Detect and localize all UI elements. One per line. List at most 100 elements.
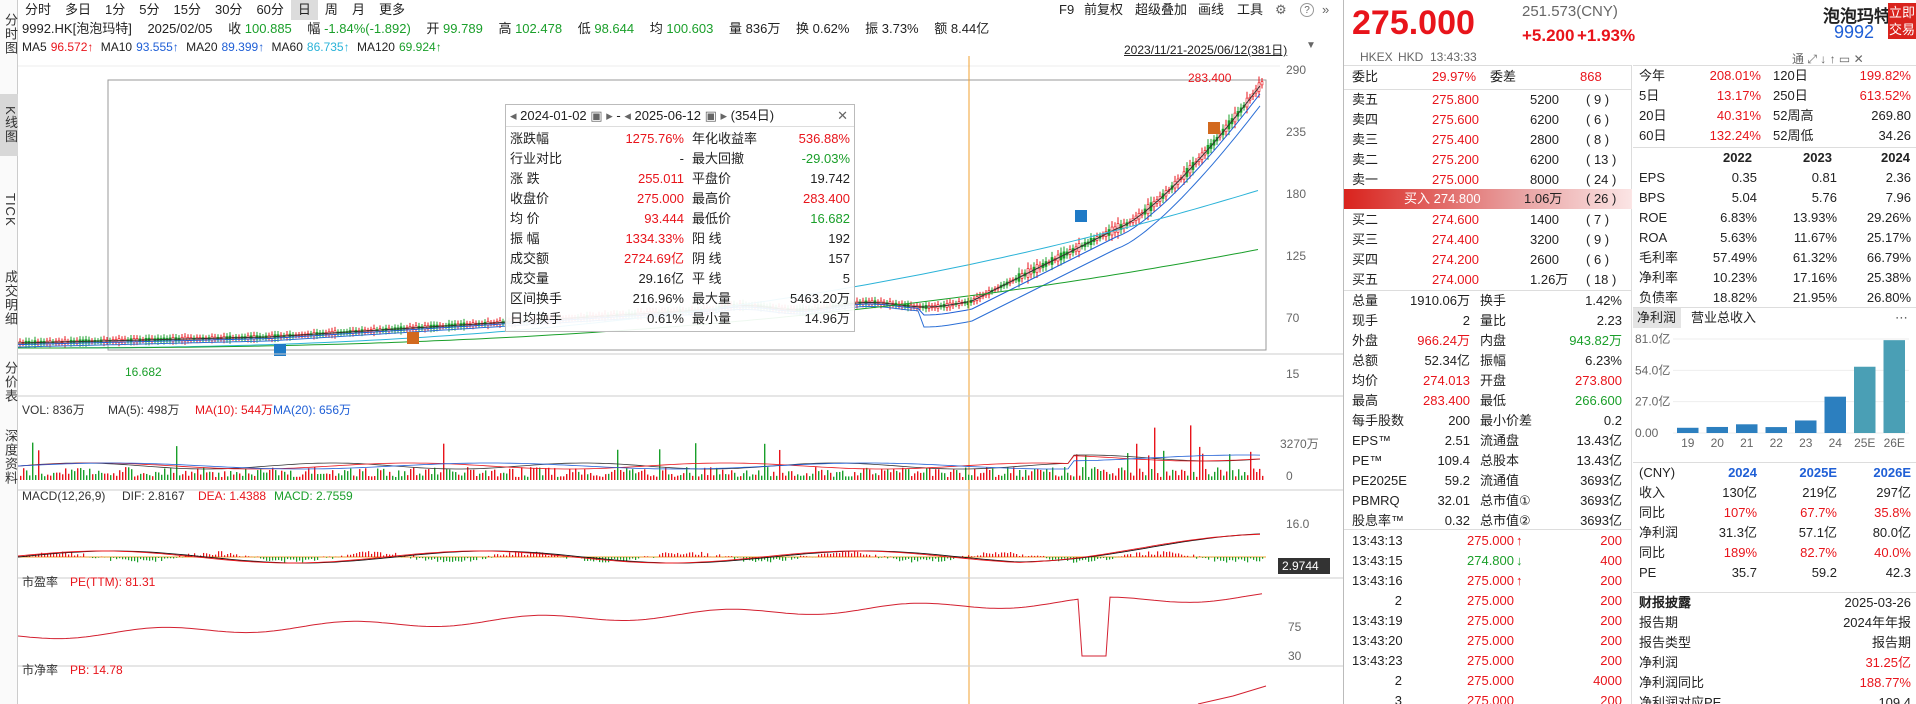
bar-x-label: 19 bbox=[1681, 436, 1695, 450]
popup-to-date[interactable]: 2025-06-12 bbox=[634, 108, 701, 123]
tf-more[interactable]: 更多 bbox=[378, 2, 405, 17]
stat-value: 2 bbox=[1462, 313, 1470, 328]
close-icon[interactable]: ✕ bbox=[837, 108, 848, 123]
popup-stat-value: 1275.76% bbox=[625, 131, 684, 146]
ask-volume: 6200 bbox=[1530, 152, 1559, 167]
forecast-label: 净利润 bbox=[1639, 525, 1679, 540]
fin-value: 25.38% bbox=[1866, 270, 1911, 285]
next-arrow-icon[interactable]: ▸ bbox=[720, 108, 728, 123]
buy1-volume: 1.06万 bbox=[1524, 191, 1563, 206]
side-tab-tick[interactable]: TICK bbox=[3, 193, 18, 227]
market-label: HKEX bbox=[1360, 50, 1393, 64]
macd-current-tag bbox=[1278, 558, 1330, 574]
calendar-icon[interactable]: ▣ bbox=[590, 108, 603, 123]
side-tab-price-table[interactable]: 分价表 bbox=[3, 361, 18, 403]
ma20-value: 89.399↑ bbox=[221, 40, 265, 54]
popup-stat-value: 192 bbox=[828, 231, 850, 246]
stat-label: 内盘 bbox=[1480, 333, 1507, 348]
panel-icons[interactable]: 通 ⤢ ↓ ↑ ▭ ✕ bbox=[1792, 52, 1864, 66]
fin-value: 0.81 bbox=[1811, 170, 1837, 185]
draw-button[interactable]: 画线 bbox=[1198, 2, 1225, 17]
bar-x-label: 20 bbox=[1711, 436, 1725, 450]
perf-label: 120日 bbox=[1773, 68, 1808, 83]
high-label: 高 bbox=[498, 21, 512, 36]
prev-arrow-icon[interactable]: ◂ bbox=[624, 108, 631, 123]
forecast-header: 2024 bbox=[1728, 465, 1757, 480]
stat-value: 32.01 bbox=[1437, 493, 1470, 508]
tab-net-profit[interactable] bbox=[1633, 308, 1681, 328]
overlay-button[interactable]: 超级叠加 bbox=[1135, 2, 1188, 17]
forecast-header: (CNY) bbox=[1639, 465, 1676, 480]
tf-month[interactable]: 月 bbox=[351, 2, 365, 17]
quote-info-line: 9992.HK[泡泡玛特] 2025/02/05 收 100.885 幅 -1.… bbox=[22, 20, 1001, 38]
stat-value: 2.23 bbox=[1596, 313, 1622, 328]
tf-5min[interactable]: 5分 bbox=[139, 2, 160, 17]
gear-icon[interactable]: ⚙ bbox=[1275, 2, 1287, 17]
stat-value: 13.43亿 bbox=[1576, 433, 1622, 448]
tab-net-profit-label[interactable]: 净利润 bbox=[1637, 310, 1677, 325]
side-tab-depth[interactable]: 深度资料 bbox=[3, 429, 18, 485]
ma120-label: MA120 bbox=[356, 40, 395, 54]
f9-button[interactable]: F9 bbox=[1059, 2, 1075, 17]
report-value: 报告期 bbox=[1871, 635, 1911, 650]
date-range[interactable]: 2023/11/21-2025/06/12(381日) bbox=[1124, 43, 1288, 57]
event-marker-d[interactable] bbox=[1208, 122, 1220, 134]
vol-label: VOL: 836万 bbox=[22, 403, 85, 417]
trade-now-button[interactable]: 立即交易 bbox=[1888, 3, 1916, 39]
perf-value: 40.31% bbox=[1716, 108, 1761, 123]
tick-volume: 200 bbox=[1600, 693, 1622, 704]
forecast-value: 107% bbox=[1723, 505, 1757, 520]
side-tab-timeshare[interactable]: 分时图 bbox=[3, 13, 18, 55]
side-tab-kline[interactable]: K线图 bbox=[0, 94, 18, 156]
forecast-label: 收入 bbox=[1639, 485, 1666, 500]
price-change-pct: +1.93% bbox=[1577, 26, 1636, 45]
stat-label: 外盘 bbox=[1352, 333, 1379, 348]
event-marker-f[interactable] bbox=[1075, 210, 1087, 222]
fin-label: ROA bbox=[1639, 230, 1668, 245]
profit-bar bbox=[1706, 426, 1728, 433]
tab-revenue[interactable]: 营业总收入 bbox=[1691, 310, 1757, 325]
adjust-button[interactable]: 前复权 bbox=[1084, 2, 1124, 17]
ma120-value: 69.924↑ bbox=[398, 40, 442, 54]
tf-30min[interactable]: 30分 bbox=[214, 2, 243, 17]
bid-level-label: 买三 bbox=[1352, 232, 1379, 247]
popup-stat-value: 0.61% bbox=[647, 311, 684, 326]
bid-count: ( 9 ) bbox=[1586, 232, 1610, 247]
event-marker-f[interactable] bbox=[274, 344, 286, 356]
ma20-label: MA20 bbox=[186, 40, 218, 54]
side-tab-detail[interactable]: 成交明细 bbox=[3, 270, 18, 326]
popup-stat-value: 2724.69亿 bbox=[624, 251, 684, 266]
ask-level-label: 卖四 bbox=[1352, 112, 1379, 127]
tf-multiday[interactable]: 多日 bbox=[65, 2, 92, 17]
tf-1min[interactable]: 1分 bbox=[105, 2, 126, 17]
perf-value: 208.01% bbox=[1709, 68, 1761, 83]
ask-count: ( 13 ) bbox=[1586, 152, 1617, 167]
tf-timeshare[interactable]: 分时 bbox=[25, 2, 52, 17]
tick-volume: 200 bbox=[1600, 613, 1622, 628]
buy1-highlight[interactable] bbox=[1344, 189, 1632, 209]
tf-60min[interactable]: 60分 bbox=[256, 2, 284, 17]
stat-value: 200 bbox=[1448, 413, 1470, 428]
prev-arrow-icon[interactable]: ◂ bbox=[510, 108, 517, 123]
popup-from-date[interactable]: 2024-01-02 bbox=[520, 108, 587, 123]
report-value: 2024年年报 bbox=[1843, 615, 1911, 630]
tick-price: 275.000 bbox=[1467, 633, 1514, 648]
forecast-header: 2026E bbox=[1873, 465, 1911, 480]
expand-icon[interactable]: » bbox=[1322, 2, 1330, 17]
tf-day[interactable]: 日 bbox=[290, 0, 318, 20]
popup-stat-label: 区间换手 bbox=[510, 291, 563, 306]
popup-stat-value: 19.742 bbox=[810, 171, 850, 186]
popup-stat-label: 日均换手 bbox=[510, 311, 563, 326]
tf-15min[interactable]: 15分 bbox=[173, 2, 201, 17]
range-dropdown-icon[interactable]: ▼ bbox=[1306, 40, 1316, 51]
help-icon[interactable]: ? bbox=[1300, 3, 1314, 17]
stat-label: 总市值① bbox=[1480, 493, 1531, 508]
more-icon[interactable]: ⋯ bbox=[1895, 310, 1908, 325]
event-marker-d[interactable] bbox=[407, 332, 419, 344]
open-label: 开 bbox=[426, 21, 440, 36]
tools-button[interactable]: 工具 bbox=[1237, 2, 1264, 17]
ma60-value: 86.735↑ bbox=[306, 40, 350, 54]
next-arrow-icon[interactable]: ▸ bbox=[606, 108, 613, 123]
tf-week[interactable]: 周 bbox=[324, 2, 338, 17]
calendar-icon[interactable]: ▣ bbox=[704, 108, 717, 123]
